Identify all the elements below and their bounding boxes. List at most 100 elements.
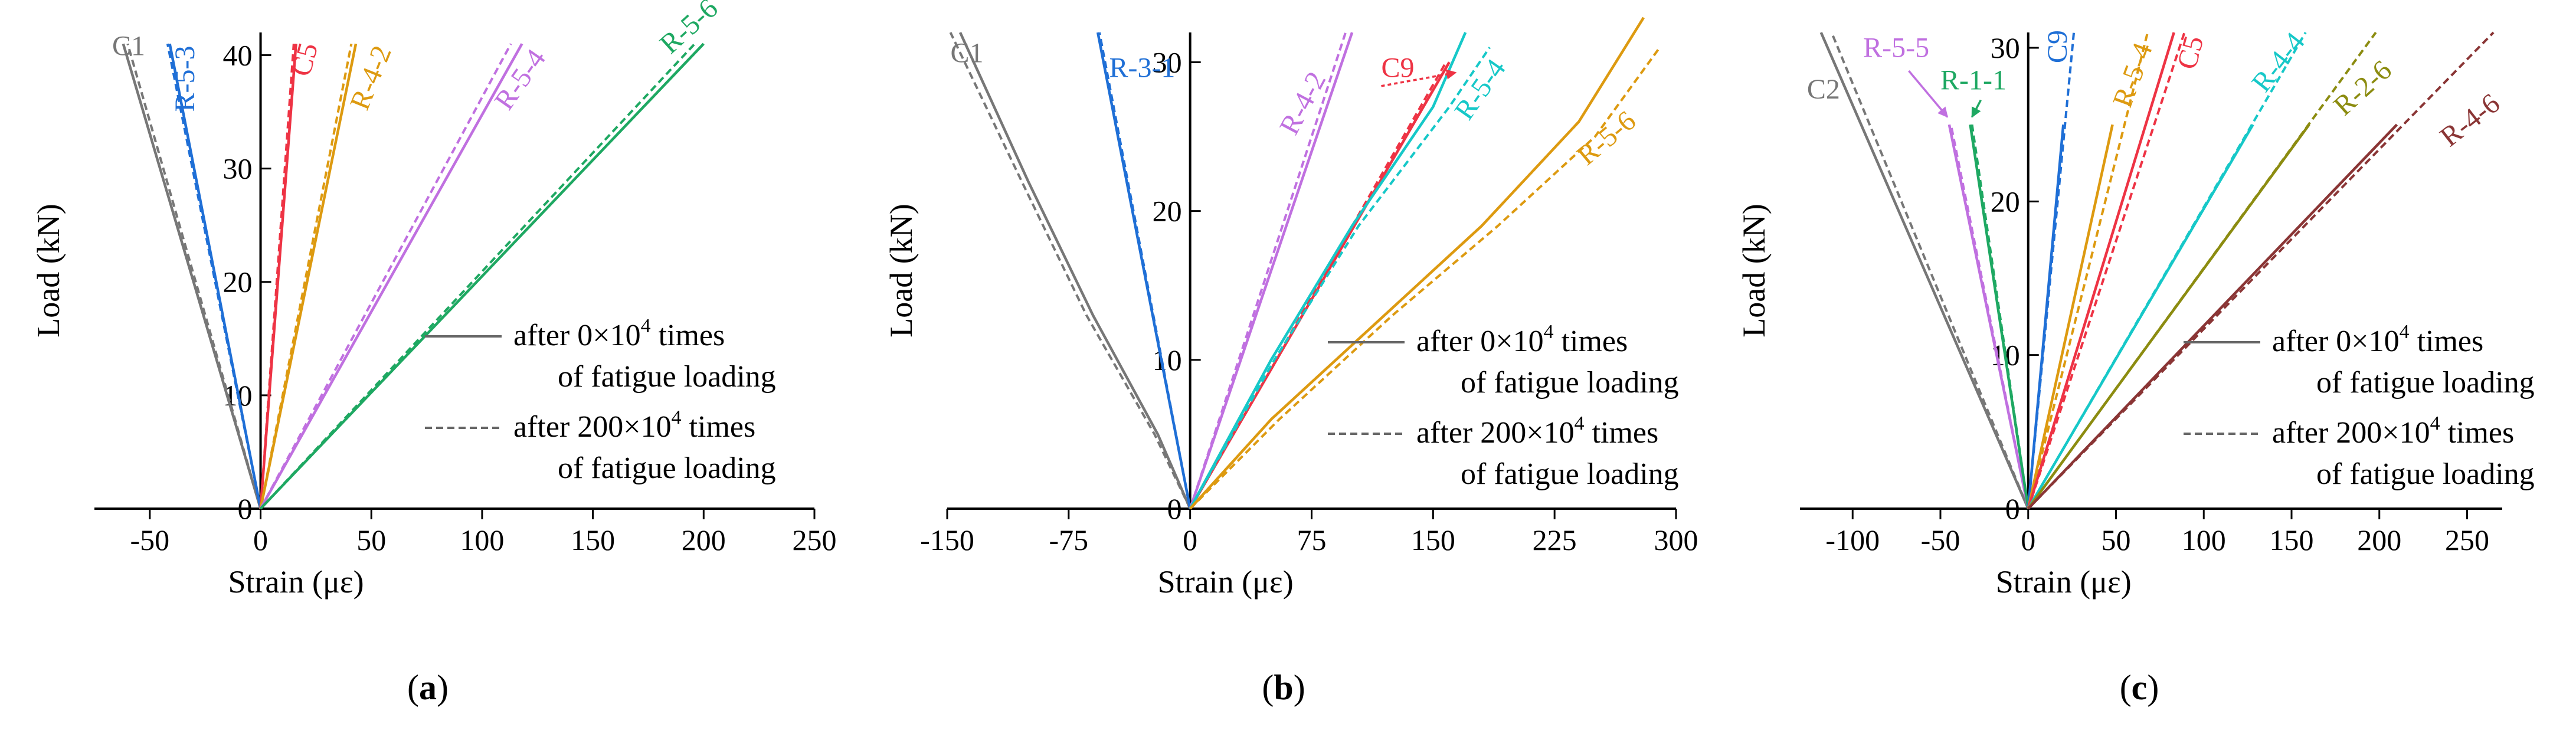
x-tick-label: 150 (571, 523, 615, 556)
series-r-3-1-dashed (1098, 32, 1192, 509)
x-tick-label: 250 (793, 523, 837, 556)
legend-text-main: after 0×10 (513, 319, 641, 352)
legend-text: after 0×104 times (513, 315, 725, 352)
series-label: R-4-2 (344, 41, 398, 114)
panel-caption: (b) (1262, 668, 1305, 707)
x-tick-label: 75 (1297, 523, 1327, 556)
series-r-4-6-solid (2027, 123, 2398, 510)
panel-caption-letter: a (419, 668, 437, 707)
x-tick-label: 250 (2445, 523, 2489, 556)
panel-2: -150 -75 0 75 150 225 300 0 10 20 30 Strain (με) Loa… (883, 17, 1698, 707)
legend-text-rest: times (2410, 325, 2484, 358)
series-r-5-6-solid (1189, 17, 1645, 510)
series-label: C5 (286, 40, 325, 80)
x-tick-label: 100 (460, 523, 504, 556)
series-c2-solid (1819, 32, 2030, 509)
legend-text: after 0×104 times (2272, 321, 2483, 358)
legend-text-superscript: 4 (2400, 321, 2410, 343)
x-tick-label: 200 (2357, 523, 2401, 556)
panel-caption: (a) (407, 668, 449, 707)
legend-text-line2: of fatigue loading (1461, 457, 1679, 491)
y-axis-label: Load (kN) (31, 204, 66, 337)
panel-caption-letter: b (1274, 668, 1293, 707)
series-r-5-4-dashed (259, 43, 512, 509)
series-r-4-2-dashed (259, 43, 353, 509)
series-label: R-5-4 (489, 44, 552, 116)
series-label: R-4-4 (2246, 27, 2311, 98)
y-tick-label: 0 (2005, 492, 2020, 525)
panel-caption-close: ) (1294, 668, 1305, 707)
series-label: R-5-3 (169, 46, 201, 112)
x-tick-label: -50 (1921, 523, 1960, 556)
series-r-4-6-dashed (2027, 31, 2495, 510)
series-label: C9 (1382, 53, 1415, 84)
annotation-arrow (1908, 70, 1949, 118)
x-tick-label: -50 (130, 523, 170, 556)
annotation-arrow (1971, 99, 1982, 118)
y-axis-label: Load (kN) (1736, 204, 1772, 337)
series-c5-solid (259, 44, 297, 509)
series-r-4-4-dashed (2027, 31, 2307, 510)
legend-text-main: after 200×10 (513, 410, 672, 444)
series-c9-solid (1189, 61, 1451, 510)
y-tick-label: 20 (1991, 185, 2020, 218)
legend-text-rest: times (682, 410, 756, 444)
legend-text-superscript: 4 (1575, 412, 1585, 434)
series-label: R-1-1 (1940, 64, 2007, 96)
x-tick-label: 200 (682, 523, 726, 556)
series-r-5-4-dashed (2027, 32, 2149, 509)
series-label: R-3-1 (1109, 53, 1175, 84)
legend-text-superscript: 4 (2430, 412, 2440, 434)
x-tick-label: 50 (356, 523, 386, 556)
x-axis-label: Strain (με) (228, 564, 364, 600)
panel-caption-open: ( (2120, 668, 2132, 707)
panel-caption-close: ) (2147, 668, 2159, 707)
series-label: C5 (2171, 32, 2210, 73)
series-label: R-5-5 (1863, 32, 1929, 64)
series-label: C1 (112, 30, 145, 61)
x-axis-label: Strain (με) (1996, 564, 2132, 600)
x-tick-label: 100 (2182, 523, 2226, 556)
y-tick-label: 0 (1167, 492, 1182, 525)
series-r-4-2-dashed (1189, 32, 1347, 509)
x-tick-label: 300 (1654, 523, 1698, 556)
legend-text-line2: of fatigue loading (2316, 457, 2535, 491)
panel-caption: (c) (2120, 668, 2159, 707)
series-c1-dashed (949, 32, 1192, 509)
x-tick-label: 50 (2102, 523, 2131, 556)
legend-text-main: after 200×10 (2272, 416, 2430, 450)
y-tick-label: 20 (1153, 195, 1182, 228)
series-c9-dashed (2027, 32, 2076, 509)
legend-text-superscript: 4 (1544, 321, 1554, 343)
series-label: R-5-6 (654, 0, 724, 60)
series-label: R-2-6 (2328, 54, 2398, 122)
panel-caption-close: ) (437, 668, 449, 707)
y-tick-label: 10 (1153, 343, 1182, 376)
y-tick-label: 30 (1153, 45, 1182, 78)
y-tick-label: 40 (223, 38, 253, 71)
series-c1-dashed (126, 43, 262, 509)
y-axis-label: Load (kN) (883, 204, 919, 337)
legend-text-rest: times (1554, 325, 1628, 358)
y-tick-label: 30 (223, 152, 253, 185)
series-label: C9 (2042, 30, 2073, 63)
legend-text: after 200×104 times (2272, 412, 2514, 450)
x-tick-label: 0 (1183, 523, 1197, 556)
series-label: C1 (950, 37, 983, 68)
x-tick-label: -100 (1825, 523, 1880, 556)
series-label: R-4-6 (2434, 87, 2506, 153)
x-tick-label: 150 (2270, 523, 2314, 556)
legend-text-line2: of fatigue loading (558, 451, 776, 485)
series-r-4-4-solid (2027, 124, 2254, 510)
legend-text-rest: times (2440, 416, 2515, 450)
legend-text-rest: times (1585, 416, 1659, 450)
series-r-5-4-solid (259, 43, 523, 510)
legend-text-main: after 200×10 (1416, 416, 1575, 450)
y-tick-label: 20 (223, 266, 253, 299)
x-tick-label: 0 (2021, 523, 2035, 556)
series-r-5-6-dashed (260, 42, 696, 510)
y-tick-label: 30 (1991, 31, 2020, 64)
